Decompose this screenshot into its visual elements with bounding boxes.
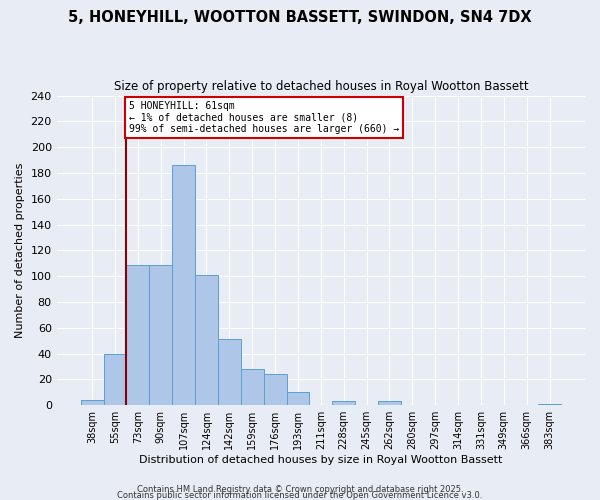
Bar (538, 404, 561, 405)
Bar (263, 374, 287, 405)
Bar (378, 402, 401, 405)
Text: 5, HONEYHILL, WOOTTON BASSETT, SWINDON, SN4 7DX: 5, HONEYHILL, WOOTTON BASSETT, SWINDON, … (68, 10, 532, 25)
Text: Contains HM Land Registry data © Crown copyright and database right 2025.: Contains HM Land Registry data © Crown c… (137, 484, 463, 494)
Text: 5 HONEYHILL: 61sqm
← 1% of detached houses are smaller (8)
99% of semi-detached : 5 HONEYHILL: 61sqm ← 1% of detached hous… (129, 100, 399, 134)
Title: Size of property relative to detached houses in Royal Wootton Bassett: Size of property relative to detached ho… (113, 80, 528, 93)
Bar (332, 402, 355, 405)
Bar (149, 264, 172, 405)
Bar (172, 165, 195, 405)
Bar (104, 354, 127, 405)
Bar (127, 264, 149, 405)
Bar (241, 369, 263, 405)
X-axis label: Distribution of detached houses by size in Royal Wootton Bassett: Distribution of detached houses by size … (139, 455, 503, 465)
Bar (195, 275, 218, 405)
Bar (80, 400, 104, 405)
Y-axis label: Number of detached properties: Number of detached properties (15, 162, 25, 338)
Bar (287, 392, 310, 405)
Text: Contains public sector information licensed under the Open Government Licence v3: Contains public sector information licen… (118, 490, 482, 500)
Bar (218, 340, 241, 405)
